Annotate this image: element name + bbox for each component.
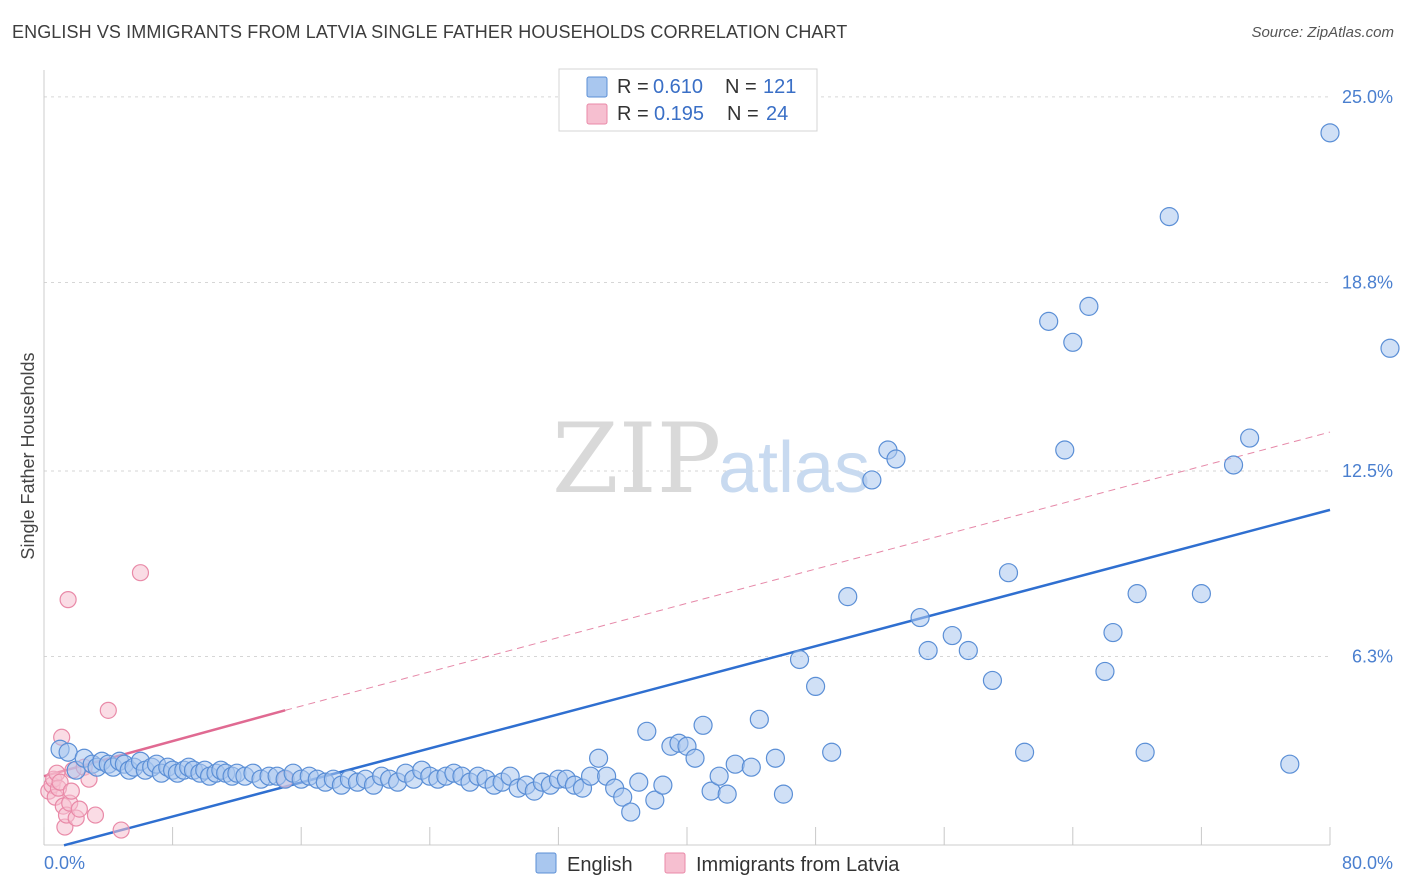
english-point-92 — [717, 784, 737, 804]
english-point-75 — [580, 766, 601, 786]
bottom-legend-english-label: English — [567, 854, 633, 876]
y-tick-label-1: 12.5% — [1342, 461, 1393, 481]
y-tick-label-2: 18.8% — [1342, 272, 1393, 292]
y-tick-label-3: 25.0% — [1342, 87, 1393, 107]
english-point-81 — [629, 772, 649, 792]
latvia-point-22 — [131, 564, 150, 582]
english-point-115 — [1079, 296, 1099, 316]
english-point-121 — [1191, 584, 1212, 604]
latvia-point-21 — [112, 821, 130, 839]
english-point-88 — [685, 748, 705, 768]
english-point-109 — [982, 670, 1003, 691]
bottom-legend: English Immigrants from Latvia — [535, 852, 900, 876]
legend: R = 0.610 N = 121 R = 0.195 N = 24 — [558, 68, 818, 132]
english-point-125 — [1320, 123, 1340, 143]
english-point-104 — [886, 449, 906, 469]
english-point-126 — [1380, 338, 1400, 358]
legend-english-n-value: 121 — [763, 76, 796, 98]
english-point-97 — [773, 784, 794, 804]
english-point-1 — [58, 742, 78, 762]
english-point-96 — [765, 748, 786, 768]
series-english-points — [50, 123, 1400, 822]
series-latvia-points — [40, 564, 294, 839]
english-point-124 — [1280, 754, 1300, 774]
chart-title: ENGLISH VS IMMIGRANTS FROM LATVIA SINGLE… — [12, 22, 848, 42]
english-point-98 — [789, 649, 810, 670]
english-point-107 — [942, 625, 962, 646]
latvia-point-20 — [99, 701, 117, 719]
english-point-79 — [613, 787, 633, 807]
x-tick-label-0: 0.0% — [44, 853, 85, 873]
english-point-106 — [918, 640, 938, 661]
english-point-94 — [741, 757, 761, 777]
english-point-89 — [693, 715, 713, 735]
legend-english-swatch — [586, 76, 608, 98]
english-point-84 — [653, 775, 673, 795]
latvia-point-16 — [70, 800, 88, 818]
english-point-118 — [1127, 584, 1147, 604]
source-credit: Source: ZipAtlas.com — [1251, 24, 1394, 41]
axes — [43, 70, 1331, 846]
latvia-point-13 — [62, 782, 80, 800]
bottom-legend-english-swatch — [535, 852, 557, 874]
legend-latvia-r-label: R = — [617, 103, 654, 125]
legend-english-r-label: R = — [617, 76, 654, 98]
legend-english-n-label: N = — [725, 76, 762, 98]
x-tick-label-1: 80.0% — [1342, 853, 1393, 873]
bottom-legend-latvia-label: Immigrants from Latvia — [696, 854, 900, 876]
english-trend-line — [63, 508, 1331, 847]
latvia-point-6 — [51, 773, 69, 791]
english-point-93 — [725, 754, 745, 774]
english-point-82 — [637, 721, 657, 741]
english-point-112 — [1039, 311, 1059, 331]
y-axis-label: Single Father Households — [18, 352, 38, 559]
legend-latvia-n-value: 24 — [766, 103, 788, 125]
english-point-100 — [822, 742, 842, 762]
english-point-105 — [910, 607, 930, 628]
english-point-110 — [998, 563, 1019, 583]
english-point-116 — [1095, 661, 1115, 682]
legend-latvia-r-value: 0.195 — [654, 103, 704, 125]
english-point-120 — [1159, 207, 1179, 227]
english-point-113 — [1055, 440, 1075, 460]
english-point-117 — [1103, 622, 1123, 643]
english-point-101 — [838, 587, 858, 607]
latvia-point-19 — [86, 806, 105, 824]
watermark: ZIP atlas — [552, 403, 870, 515]
english-point-99 — [805, 676, 826, 697]
bottom-legend-latvia-swatch — [664, 852, 686, 874]
english-point-80 — [621, 802, 641, 822]
legend-latvia-n-label: N = — [727, 103, 764, 125]
legend-latvia-swatch — [586, 103, 608, 125]
watermark-atlas: atlas — [718, 428, 870, 508]
grid-lines — [44, 96, 1330, 657]
latvia-trend-extended — [284, 431, 1331, 711]
english-point-95 — [749, 709, 769, 729]
english-point-111 — [1014, 742, 1035, 762]
english-point-83 — [645, 790, 665, 810]
english-point-76 — [588, 748, 609, 768]
latvia-point-11 — [59, 591, 77, 609]
watermark-zip: ZIP — [552, 403, 721, 515]
english-point-108 — [958, 640, 978, 661]
tick-labels: 6.3% 12.5% 18.8% 25.0% 0.0% 80.0% — [44, 87, 1393, 873]
english-point-123 — [1240, 428, 1260, 448]
english-point-122 — [1223, 455, 1244, 475]
english-point-114 — [1063, 332, 1083, 352]
english-point-102 — [862, 470, 882, 490]
english-point-91 — [709, 766, 729, 786]
legend-english-r-value: 0.610 — [653, 76, 703, 98]
y-tick-label-0: 6.3% — [1352, 646, 1393, 666]
english-point-119 — [1135, 742, 1155, 762]
